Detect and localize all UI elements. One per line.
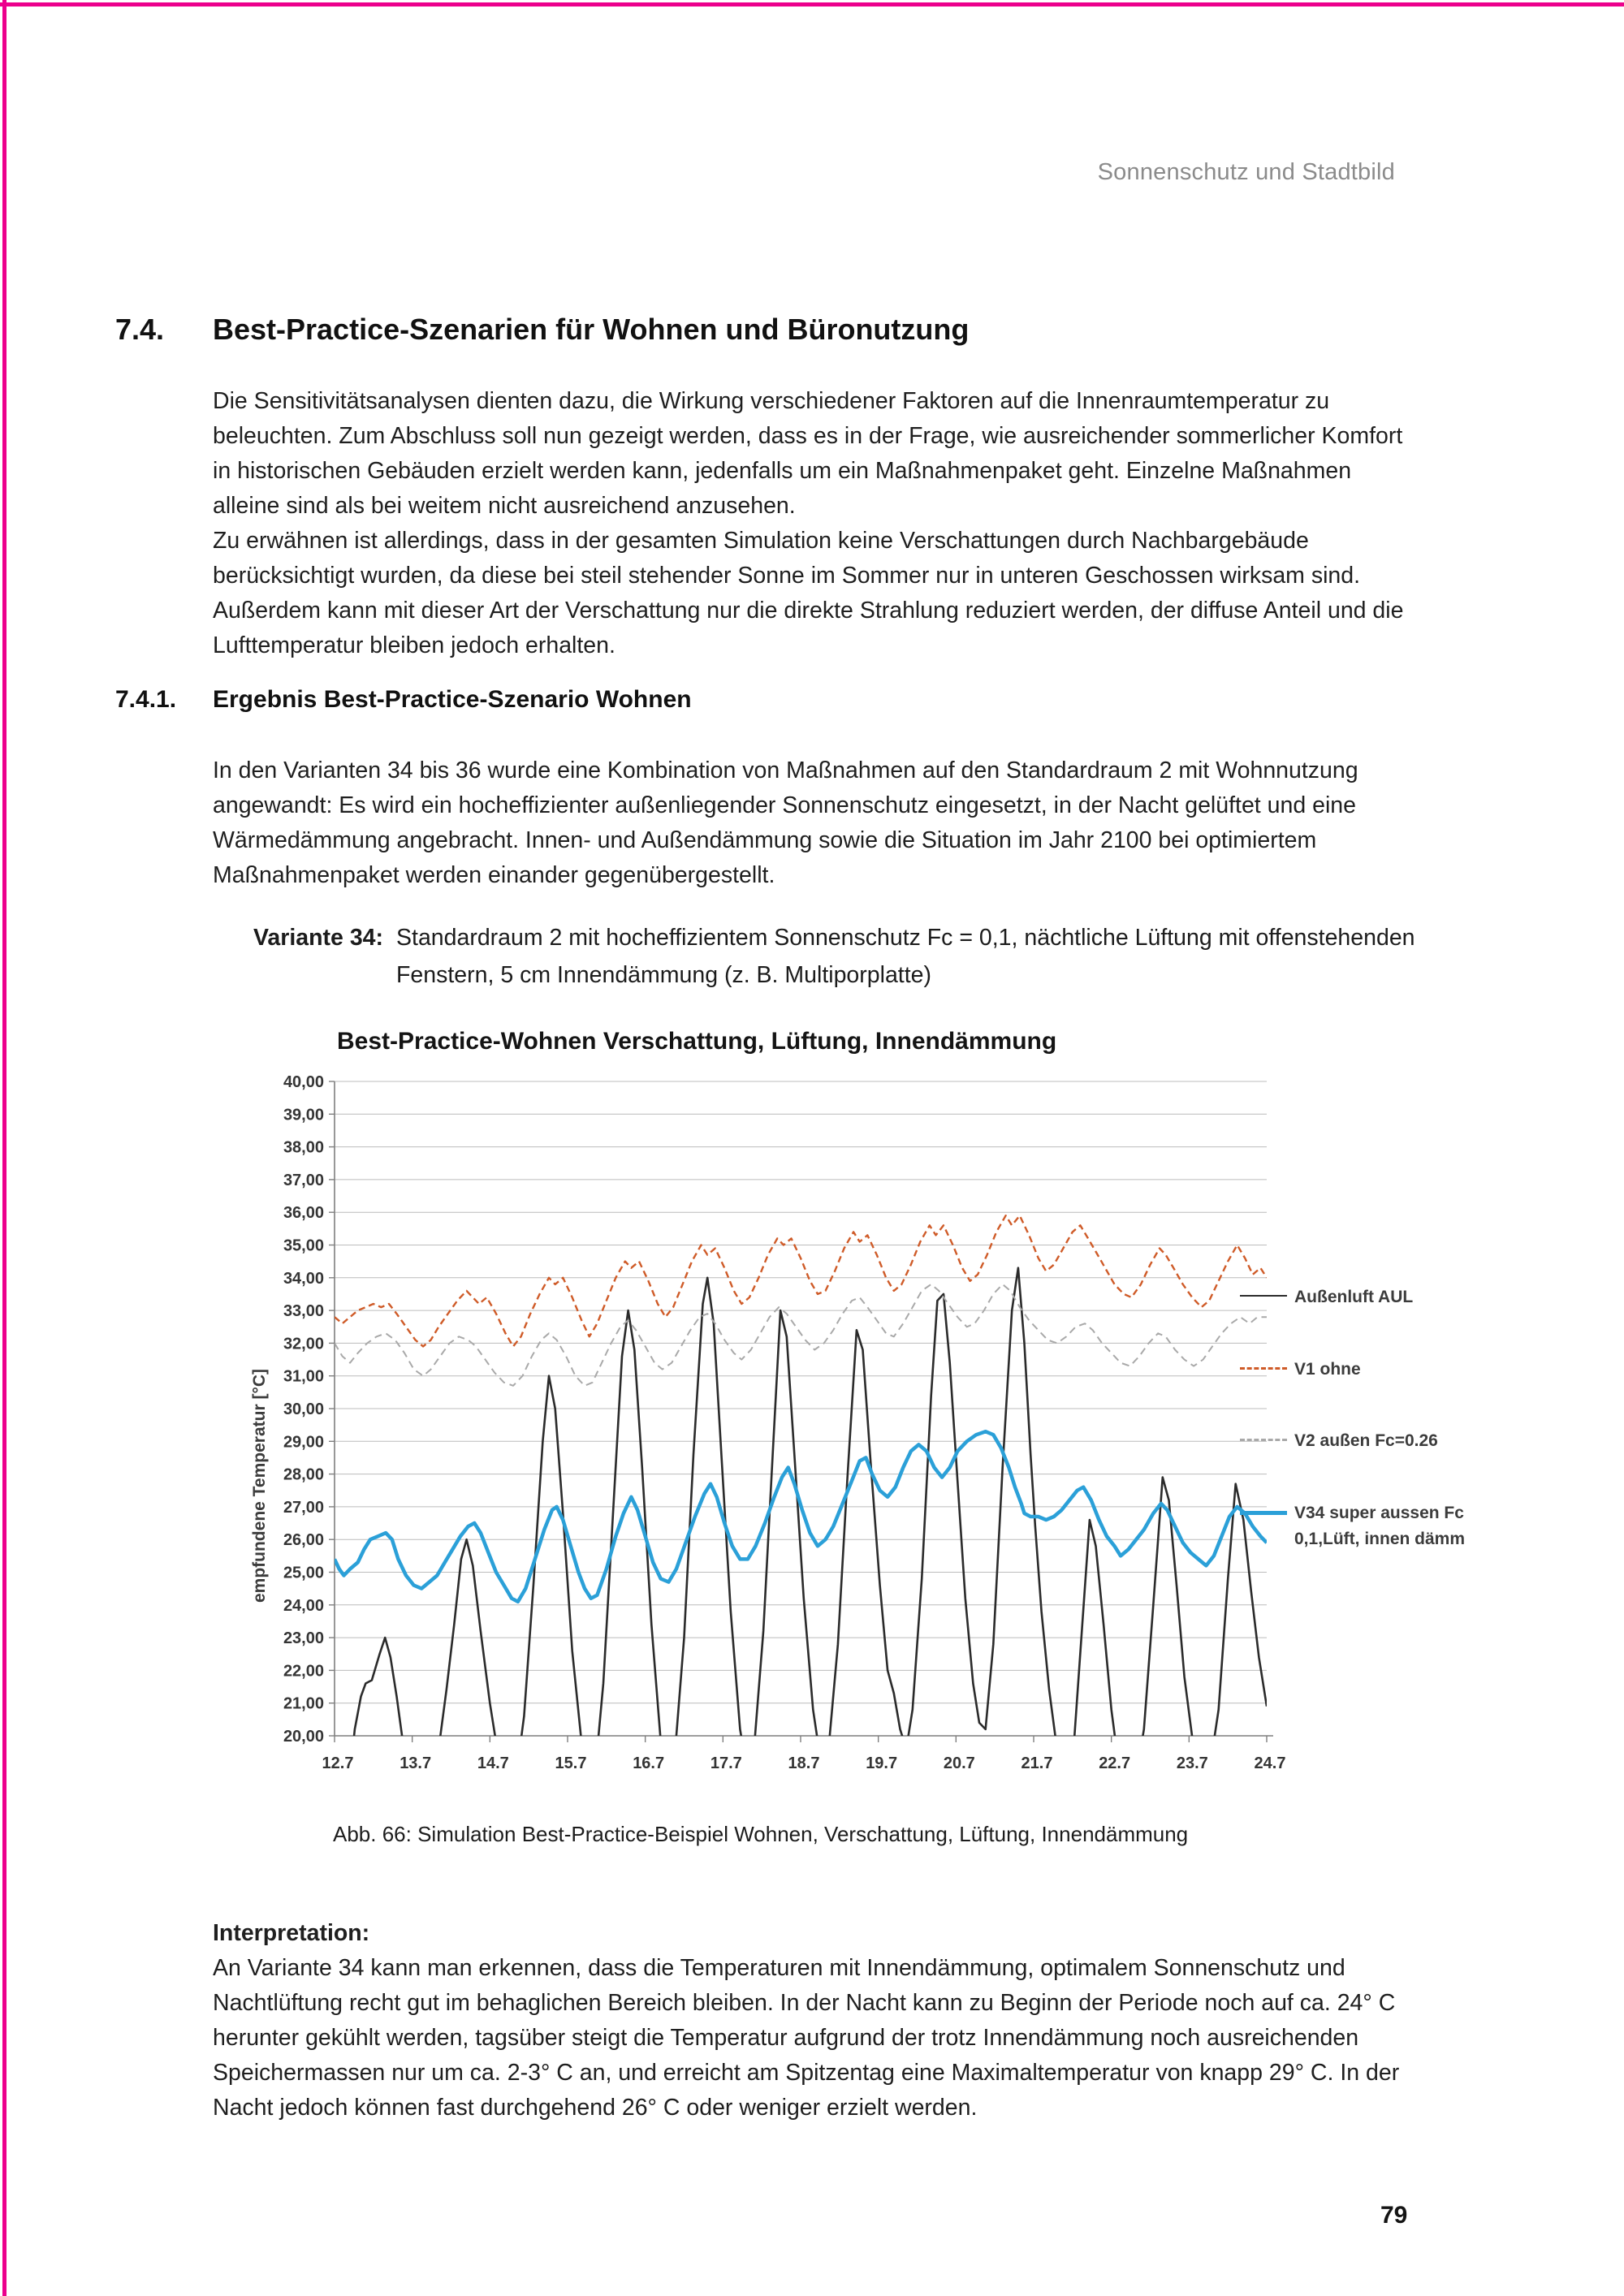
legend-item: V2 außen Fc=0.26 (1240, 1428, 1508, 1455)
y-tick-label: 23,00 (283, 1629, 324, 1647)
page-number: 79 (1380, 2202, 1408, 2229)
x-tick-label: 20.7 (944, 1754, 975, 1772)
paragraph: Die Sensitivitätsanalysen dienten dazu, … (213, 388, 1403, 519)
variant-description: Variante 34: Standardraum 2 mit hocheffi… (253, 919, 1415, 994)
x-tick-label: 14.7 (477, 1754, 509, 1772)
legend-label: Außenluft AUL (1294, 1288, 1414, 1306)
y-tick-label: 30,00 (283, 1400, 324, 1418)
variant-label: Variante 34: (253, 925, 384, 951)
section-body: Die Sensitivitätsanalysen dienten dazu, … (213, 384, 1424, 663)
y-tick-label: 36,00 (283, 1204, 324, 1222)
y-tick-label: 28,00 (283, 1466, 324, 1484)
variant-text: Standardraum 2 mit hocheffizientem Sonne… (396, 919, 1415, 994)
line-chart: 40,00 39,00 38,00 37,00 36,00 35,00 34,00 33,00… (250, 1073, 1286, 1772)
x-tick-label: 23.7 (1177, 1754, 1208, 1772)
y-tick-label: 33,00 (283, 1302, 324, 1320)
y-tick-label: 40,00 (283, 1073, 324, 1091)
subsection-title: Ergebnis Best-Practice-Szenario Wohnen (213, 686, 692, 713)
series-line (335, 1214, 1267, 1348)
variant-line: Standardraum 2 mit hocheffizientem Sonne… (396, 925, 1415, 951)
interpretation-block: Interpretation: An Variante 34 kann man … (213, 1916, 1435, 2126)
legend-line-sample (1240, 1510, 1287, 1515)
interpretation-heading: Interpretation: (213, 1920, 370, 1946)
subsection-number: 7.4.1. (115, 686, 177, 713)
x-tick-label: 12.7 (322, 1754, 354, 1772)
legend-label: V2 außen Fc=0.26 (1294, 1431, 1438, 1451)
section-heading: 7.4. Best-Practice-Szenarien für Wohnen … (115, 313, 969, 347)
legend-item: V1 ohne (1240, 1357, 1508, 1383)
y-axis-title: empfundene Temperatur [°C] (250, 1369, 269, 1603)
variant-line: Fenstern, 5 cm Innendämmung (z. B. Multi… (396, 962, 931, 988)
x-tick-label: 17.7 (710, 1754, 742, 1772)
legend-label: V1 ohne (1294, 1359, 1361, 1379)
series-line (335, 1283, 1267, 1387)
x-tick-label: 16.7 (633, 1754, 664, 1772)
legend-item: Außenluft AUL (1240, 1284, 1508, 1311)
y-tick-label: 31,00 (283, 1368, 324, 1386)
running-header: Sonnenschutz und Stadtbild (1097, 159, 1395, 185)
y-tick-label: 24,00 (283, 1597, 324, 1615)
y-tick-label: 32,00 (283, 1335, 324, 1353)
y-tick-label: 25,00 (283, 1564, 324, 1582)
x-tick-label: 24.7 (1255, 1754, 1286, 1772)
subsection-body: In den Varianten 34 bis 36 wurde eine Ko… (213, 753, 1431, 893)
x-tick-label: 19.7 (866, 1754, 897, 1772)
y-tick-label: 39,00 (283, 1106, 324, 1124)
y-tick-label: 22,00 (283, 1662, 324, 1680)
page-border-top (0, 2, 1624, 6)
y-tick-label: 29,00 (283, 1433, 324, 1451)
x-tick-label: 18.7 (788, 1754, 820, 1772)
x-tick-label: 15.7 (555, 1754, 587, 1772)
y-tick-label: 26,00 (283, 1531, 324, 1549)
legend-line-sample (1240, 1295, 1287, 1297)
chart-title: Best-Practice-Wohnen Verschattung, Lüftu… (337, 1028, 1057, 1055)
y-tick-label: 37,00 (283, 1172, 324, 1189)
y-tick-label: 38,00 (283, 1139, 324, 1157)
chart-legend: Außenluft AUL V1 ohne V2 außen Fc=0.26 V34 … (1240, 1284, 1508, 1599)
x-tick-label: 21.7 (1021, 1754, 1053, 1772)
y-tick-label: 35,00 (283, 1237, 324, 1255)
section-number: 7.4. (115, 313, 165, 346)
figure-best-practice-wohnen: Best-Practice-Wohnen Verschattung, Lüftu… (244, 1025, 1575, 1873)
y-tick-label: 20,00 (283, 1728, 324, 1746)
paragraph: In den Varianten 34 bis 36 wurde eine Ko… (213, 757, 1358, 888)
legend-line-sample (1240, 1366, 1287, 1370)
x-tick-label: 13.7 (400, 1754, 431, 1772)
section-title: Best-Practice-Szenarien für Wohnen und B… (213, 313, 970, 346)
y-tick-label: 27,00 (283, 1499, 324, 1517)
series-line (335, 1429, 1267, 1604)
interpretation-body: An Variante 34 kann man erkennen, dass d… (213, 1955, 1400, 2121)
y-tick-label: 21,00 (283, 1695, 324, 1713)
legend-label: V34 super aussen Fc 0,1,Lüft, innen dämm (1294, 1503, 1466, 1549)
paragraph: Zu erwähnen ist allerdings, dass in der … (213, 528, 1404, 658)
x-tick-label: 22.7 (1099, 1754, 1130, 1772)
series-line (352, 1267, 1267, 1736)
subsection-heading: 7.4.1. Ergebnis Best-Practice-Szenario W… (115, 686, 692, 714)
legend-line-sample (1240, 1439, 1287, 1442)
legend-item: V34 super aussen Fc 0,1,Lüft, innen dämm (1240, 1500, 1508, 1553)
page-border-left (2, 0, 6, 2296)
y-tick-label: 34,00 (283, 1270, 324, 1288)
figure-caption: Abb. 66: Simulation Best-Practice-Beispi… (333, 1822, 1189, 1846)
